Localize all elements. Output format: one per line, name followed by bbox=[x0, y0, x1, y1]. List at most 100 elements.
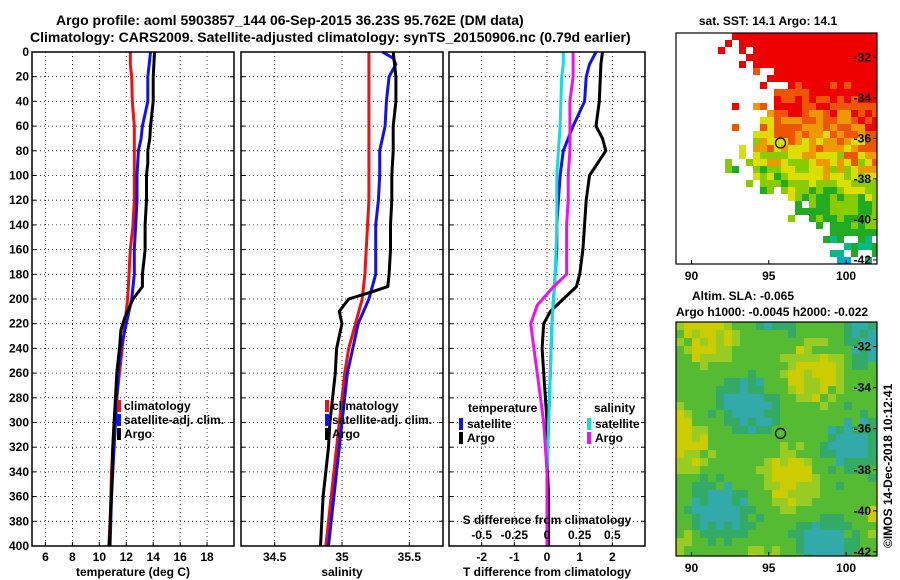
map-cell bbox=[823, 152, 830, 159]
map-cell bbox=[804, 474, 812, 482]
map-cell bbox=[851, 131, 858, 138]
map-cell bbox=[724, 490, 732, 498]
map-cell bbox=[748, 338, 756, 346]
y-tick-label: 320 bbox=[9, 440, 29, 454]
map-cell bbox=[795, 68, 802, 75]
map-cell bbox=[802, 33, 809, 40]
map-cell bbox=[852, 482, 860, 490]
map-frame bbox=[675, 32, 878, 265]
map-cell bbox=[724, 546, 732, 554]
map-cell bbox=[692, 442, 700, 450]
map-cell bbox=[740, 538, 748, 546]
map-cell bbox=[684, 450, 692, 458]
map-cell bbox=[774, 131, 781, 138]
map-cell bbox=[796, 490, 804, 498]
map-cell bbox=[852, 402, 860, 410]
map-cell bbox=[676, 354, 684, 362]
map-cell bbox=[676, 506, 684, 514]
map-cell bbox=[676, 418, 684, 426]
map-cell bbox=[844, 546, 852, 554]
map-cell bbox=[796, 506, 804, 514]
map-cell bbox=[865, 145, 872, 152]
map-cell bbox=[716, 338, 724, 346]
map-cell bbox=[804, 418, 812, 426]
map-cell bbox=[676, 450, 684, 458]
map-cell bbox=[860, 338, 868, 346]
map-cell bbox=[676, 530, 684, 538]
map-cell bbox=[812, 338, 820, 346]
map-cell bbox=[700, 530, 708, 538]
map-cell bbox=[780, 514, 788, 522]
map-cell bbox=[732, 554, 740, 556]
sst-map-panel: 90 95 100 -32 -34 -36 -38 -40 -42 sat. SST: 14.1 … bbox=[675, 14, 878, 283]
map-cell bbox=[796, 442, 804, 450]
y-tick-label: 200 bbox=[9, 292, 29, 306]
map-cell bbox=[844, 482, 852, 490]
map-cell bbox=[796, 418, 804, 426]
map-cell bbox=[767, 117, 774, 124]
map-cell bbox=[774, 96, 781, 103]
x-tick-label: 35.5 bbox=[398, 550, 422, 564]
map-cell bbox=[804, 394, 812, 402]
map-cell bbox=[816, 222, 823, 229]
map-cell bbox=[836, 466, 844, 474]
map-cell bbox=[844, 498, 852, 506]
map-cell bbox=[830, 208, 837, 215]
map-cell bbox=[796, 378, 804, 386]
map-cell bbox=[788, 450, 796, 458]
map-cell bbox=[804, 522, 812, 530]
map-cell bbox=[796, 498, 804, 506]
map-cell bbox=[700, 418, 708, 426]
map-cell bbox=[788, 466, 796, 474]
map-cell bbox=[809, 117, 816, 124]
map-cell bbox=[748, 362, 756, 370]
map-cell bbox=[820, 322, 828, 330]
map-cell bbox=[781, 159, 788, 166]
map-cell bbox=[788, 194, 795, 201]
map-cell bbox=[692, 554, 700, 556]
map-cell bbox=[756, 362, 764, 370]
map-cell bbox=[700, 354, 708, 362]
map-cell bbox=[820, 458, 828, 466]
map-cell bbox=[844, 243, 851, 250]
map-cell bbox=[844, 68, 851, 75]
map-cell bbox=[780, 546, 788, 554]
map-cell bbox=[858, 257, 865, 264]
map-cell bbox=[700, 546, 708, 554]
y-tick-label: 140 bbox=[9, 218, 29, 232]
map-cell bbox=[844, 370, 852, 378]
map-cell bbox=[858, 173, 865, 180]
map-cell bbox=[756, 354, 764, 362]
map-cell bbox=[868, 394, 876, 402]
map-cell bbox=[872, 208, 877, 215]
map-x-tick-label: 100 bbox=[836, 269, 856, 283]
map-cell bbox=[812, 370, 820, 378]
map-cell bbox=[816, 96, 823, 103]
x-tick-label: 10 bbox=[93, 550, 107, 564]
map-cell bbox=[780, 418, 788, 426]
map-cell bbox=[872, 180, 877, 187]
map-cell bbox=[816, 82, 823, 89]
map-cell bbox=[795, 208, 802, 215]
map-cell bbox=[772, 426, 780, 434]
map-cell bbox=[837, 138, 844, 145]
map-cell bbox=[865, 82, 872, 89]
map-cell bbox=[756, 514, 764, 522]
map-cell bbox=[700, 386, 708, 394]
map-cell bbox=[780, 522, 788, 530]
map-cell bbox=[816, 208, 823, 215]
x-tick-label: 34.5 bbox=[263, 550, 287, 564]
map-cell bbox=[828, 482, 836, 490]
map-cell bbox=[802, 54, 809, 61]
map-cell bbox=[767, 54, 774, 61]
map-cell bbox=[708, 426, 716, 434]
map-cell bbox=[676, 514, 684, 522]
map-cell bbox=[732, 354, 740, 362]
map-cell bbox=[756, 458, 764, 466]
map-cell bbox=[724, 338, 732, 346]
map-cell bbox=[804, 410, 812, 418]
map-cell bbox=[812, 482, 820, 490]
map-cell bbox=[684, 402, 692, 410]
map-cell bbox=[795, 75, 802, 82]
map-cell bbox=[774, 40, 781, 47]
